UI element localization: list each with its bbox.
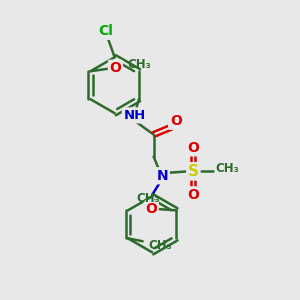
Text: CH₃: CH₃ [215,162,239,175]
Text: Cl: Cl [98,24,113,38]
Text: O: O [146,202,157,216]
Text: S: S [188,164,199,179]
Text: CH₃: CH₃ [148,239,172,252]
Text: NH: NH [123,109,146,122]
Text: CH₃: CH₃ [136,192,160,205]
Text: O: O [188,141,199,155]
Text: O: O [170,114,182,128]
Text: N: N [157,169,168,183]
Text: CH₃: CH₃ [128,58,152,71]
Text: O: O [110,61,122,75]
Text: O: O [188,188,199,202]
